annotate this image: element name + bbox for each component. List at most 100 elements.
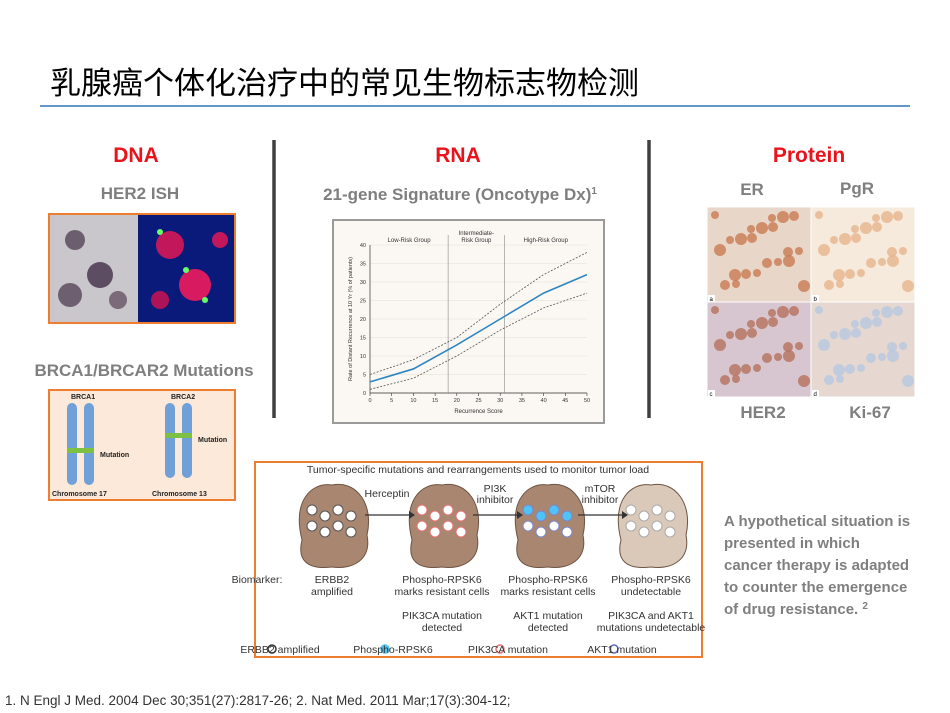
stain — [878, 258, 886, 266]
stain — [878, 353, 886, 361]
panel-letter: b — [814, 297, 818, 303]
x-tick-label: 5 — [390, 398, 393, 404]
stain — [711, 306, 719, 314]
group-label: High-Risk Group — [524, 238, 569, 244]
mutation-status: PIK3CA mutation — [402, 610, 482, 622]
y-axis-label: Rate of Distant Recurrence at 10 Yr (% o… — [348, 257, 354, 381]
cell — [442, 520, 454, 532]
cell — [638, 526, 650, 538]
cell — [455, 510, 467, 522]
stain — [833, 269, 845, 281]
cell — [625, 520, 637, 532]
stain — [735, 233, 747, 245]
cell — [651, 504, 663, 516]
figure-title: Tumor-specific mutations and rearrangeme… — [307, 464, 649, 476]
stain — [830, 236, 838, 244]
panel-letter: c — [710, 392, 713, 398]
stain — [777, 306, 789, 318]
biomarker: Phospho-RPSK6 — [508, 574, 588, 586]
x-tick-label: 35 — [519, 398, 525, 404]
stain — [747, 328, 757, 338]
mutation-status: detected — [528, 622, 568, 634]
y-tick-label: 0 — [363, 391, 366, 397]
y-tick-label: 25 — [360, 299, 366, 305]
stain — [872, 317, 882, 327]
legend-swatch — [609, 644, 619, 654]
stain — [830, 331, 838, 339]
stain — [795, 342, 803, 350]
stain — [860, 222, 872, 234]
drug-label: mTOR — [585, 483, 616, 495]
stain — [818, 339, 830, 351]
stain — [768, 317, 778, 327]
subtitle-text: 21-gene Signature (Oncotype Dx) — [323, 185, 591, 204]
cell — [306, 504, 318, 516]
stain — [851, 225, 859, 233]
stain — [714, 244, 726, 256]
panel-label: ER — [740, 180, 764, 199]
group-label: Intermediate- — [459, 231, 494, 237]
cell — [548, 504, 560, 516]
cell — [332, 504, 344, 516]
stain — [824, 280, 834, 290]
stain — [762, 258, 772, 268]
arrowhead — [409, 511, 415, 519]
tumor-figure: Tumor-specific mutations and rearrangeme… — [232, 461, 706, 658]
mutation-status: AKT1 mutation — [513, 610, 583, 622]
cell — [429, 526, 441, 538]
chart-frame — [332, 219, 605, 424]
note-line: to counter the emergence — [724, 579, 907, 596]
x-axis-label: Recurrence Score — [454, 409, 503, 415]
stain — [753, 269, 761, 277]
mutation-status: PIK3CA and AKT1 — [608, 610, 694, 622]
panel-tag — [812, 295, 819, 302]
cell — [664, 526, 676, 538]
stain — [795, 247, 803, 255]
note: A hypothetical situation is presented in … — [724, 513, 910, 618]
cell — [522, 504, 534, 516]
stain — [851, 233, 861, 243]
stain — [789, 211, 799, 221]
stain — [851, 320, 859, 328]
stain — [798, 280, 810, 292]
recurrence-chart: 0 5 10 15 20 25 30 35 40 0 5 10 15 20 25 30 35 40 45 50 Low-… — [348, 231, 590, 415]
protein-heading: Protein — [773, 144, 845, 167]
drug-label: PI3K — [484, 483, 507, 495]
stain — [783, 247, 793, 257]
stain — [756, 222, 768, 234]
panel-tag — [708, 390, 715, 397]
note-line: of drug resistance. 2 — [724, 601, 868, 618]
chromosome-label: Chromosome 13 — [152, 491, 207, 498]
mutation-status: mutations undetectable — [597, 622, 706, 634]
biomarker: marks resistant cells — [500, 586, 595, 598]
stain — [824, 375, 834, 385]
stain — [741, 364, 751, 374]
drug-label: Herceptin — [365, 488, 410, 500]
x-tick-label: 15 — [432, 398, 438, 404]
x-tick-label: 20 — [454, 398, 460, 404]
legend-label: AKT1 mutation — [587, 644, 657, 656]
panel-letter: d — [814, 392, 817, 398]
cell — [625, 504, 637, 516]
legend-label: Phospho-RPSK6 — [353, 644, 433, 656]
legend-swatch — [380, 644, 390, 654]
panel-letter: a — [710, 297, 714, 303]
note-line: presented in which — [724, 535, 860, 552]
x-tick-label: 50 — [584, 398, 590, 404]
stain — [747, 320, 755, 328]
stain — [872, 309, 880, 317]
mutation-label: Mutation — [198, 437, 227, 444]
stain — [768, 309, 776, 317]
stain — [753, 364, 761, 372]
gene-label: BRCA1 — [71, 394, 95, 401]
stain — [768, 214, 776, 222]
x-tick-label: 45 — [562, 398, 568, 404]
stain — [902, 375, 914, 387]
cell — [416, 520, 428, 532]
legend-label: PIK3CA mutation — [468, 644, 548, 656]
slide-title: 乳腺癌个体化治疗中的常见生物标志物检测 — [50, 66, 639, 101]
cell — [429, 510, 441, 522]
stain — [783, 255, 795, 267]
x-tick-label: 25 — [475, 398, 481, 404]
mutation-status: detected — [422, 622, 462, 634]
